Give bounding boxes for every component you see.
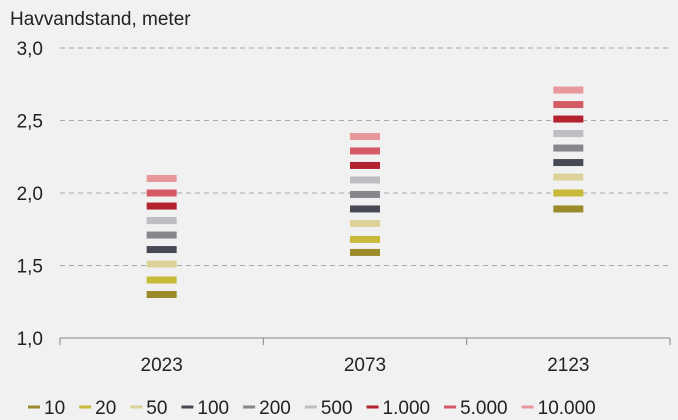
y-tick-label: 1,0 — [17, 329, 43, 350]
legend-swatch — [304, 405, 317, 409]
data-mark — [146, 202, 177, 210]
data-mark — [146, 246, 177, 254]
x-tick-label: 2023 — [141, 355, 183, 376]
legend-swatch — [181, 405, 194, 409]
x-tick-label: 2073 — [344, 355, 386, 376]
legend-swatch — [130, 405, 143, 409]
data-mark — [553, 173, 584, 181]
data-mark — [350, 219, 380, 227]
legend-entry: 10 — [44, 398, 65, 419]
data-mark — [553, 86, 584, 94]
data-mark — [350, 205, 380, 213]
legend-swatch — [28, 405, 40, 409]
data-mark — [553, 144, 584, 152]
data-mark — [553, 115, 584, 123]
data-mark — [350, 235, 380, 243]
data-mark — [146, 291, 177, 298]
legend: 10 20 50 100 200 500 1.000 5.000 10.000 — [28, 398, 596, 419]
data-mark — [350, 176, 380, 184]
data-mark — [146, 217, 177, 225]
legend-swatch — [366, 405, 379, 409]
legend-entry: 50 — [146, 398, 167, 419]
legend-entry: 500 — [321, 398, 353, 419]
data-mark — [553, 159, 584, 167]
y-tick-label: 2,5 — [17, 112, 43, 133]
data-mark — [350, 132, 380, 140]
data-mark — [553, 205, 584, 213]
data-mark — [350, 190, 380, 198]
data-mark — [553, 189, 584, 197]
y-axis-label: Havvandstand, meter — [10, 9, 191, 30]
data-marks — [146, 86, 584, 298]
data-mark — [146, 189, 177, 197]
legend-swatch — [521, 405, 534, 409]
data-mark — [350, 248, 380, 256]
legend-entry: 20 — [95, 398, 116, 419]
data-mark — [553, 130, 584, 138]
legend-entry: 1.000 — [383, 398, 431, 419]
data-mark — [350, 147, 380, 155]
legend-swatch — [243, 405, 256, 409]
x-tick-label: 2123 — [547, 355, 589, 376]
data-mark — [350, 161, 380, 169]
legend-entry: 5.000 — [460, 398, 508, 419]
y-tick-labels: 1,0 1,5 2,0 2,5 3,0 — [17, 39, 43, 350]
legend-entry: 200 — [259, 398, 291, 419]
y-tick-label: 3,0 — [17, 39, 43, 60]
legend-swatch — [444, 405, 457, 409]
y-tick-label: 1,5 — [17, 257, 43, 278]
y-tick-label: 2,0 — [17, 184, 43, 205]
legend-swatch — [79, 405, 92, 409]
data-mark — [146, 276, 177, 284]
data-mark — [146, 175, 177, 182]
data-mark — [146, 231, 177, 239]
x-axis: 2023 2073 2123 — [59, 337, 671, 376]
data-mark — [553, 101, 584, 109]
data-mark — [146, 260, 177, 268]
legend-entry: 100 — [197, 398, 229, 419]
legend-entry: 10.000 — [538, 398, 596, 419]
